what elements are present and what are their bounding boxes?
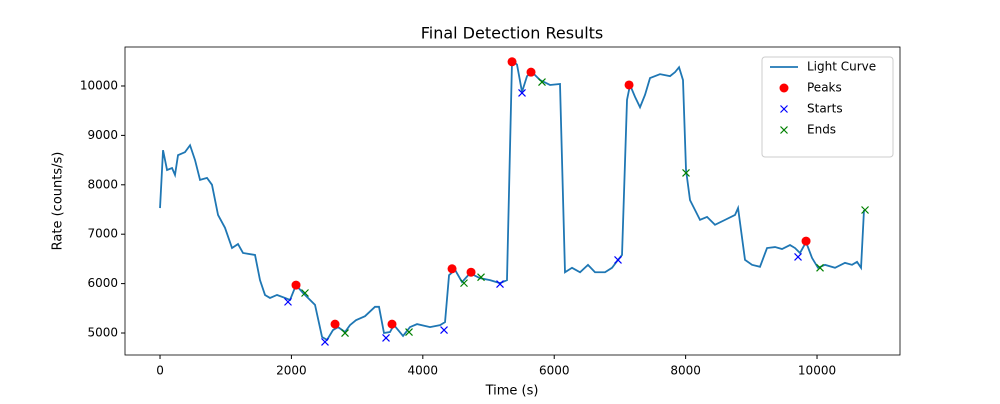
- point: [284, 297, 292, 306]
- point: [794, 253, 802, 261]
- point: [405, 328, 413, 336]
- x-axis-label: Time (s): [485, 384, 539, 399]
- x-tick-label: 8000: [670, 364, 701, 378]
- y-tick-label: 7000: [87, 227, 118, 241]
- y-axis-label: Rate (counts/s): [51, 152, 66, 251]
- point: [330, 319, 340, 329]
- y-tick-label: 8000: [87, 177, 118, 191]
- line: [159, 57, 865, 342]
- point: [614, 255, 622, 264]
- x-tick-label: 6000: [539, 364, 570, 378]
- x-tick-label: 4000: [408, 364, 439, 378]
- point: [341, 329, 349, 337]
- legend-label: Starts: [807, 102, 843, 116]
- legend-box: [761, 56, 894, 158]
- x-tick-label: 10000: [798, 364, 836, 378]
- point: [816, 263, 824, 272]
- point: [382, 334, 390, 342]
- legend-label: Ends: [807, 123, 836, 137]
- x-tick-label: 2000: [276, 364, 307, 378]
- y-tick-label: 10000: [80, 78, 118, 92]
- point: [624, 80, 634, 90]
- point: [496, 280, 504, 289]
- point: [301, 289, 309, 297]
- legend-swatch: [780, 105, 788, 113]
- point: [507, 57, 517, 67]
- plot-frame: [124, 46, 901, 356]
- chart-title: Final Detection Results: [421, 24, 604, 43]
- point: [447, 264, 457, 274]
- point: [518, 88, 526, 97]
- point: [291, 280, 301, 290]
- point: [387, 319, 397, 329]
- point: [460, 279, 468, 288]
- point: [526, 67, 536, 77]
- point: [861, 206, 869, 214]
- point: [682, 169, 690, 177]
- point: [440, 326, 448, 334]
- x-tick-label: 0: [156, 364, 164, 378]
- legend-label: Light Curve: [807, 60, 876, 74]
- point: [538, 78, 546, 86]
- point: [466, 267, 476, 277]
- point: [321, 337, 329, 346]
- legend-swatch: [780, 126, 788, 134]
- y-tick-label: 5000: [87, 326, 118, 340]
- y-tick-label: 9000: [87, 128, 118, 142]
- point: [801, 236, 811, 246]
- legend-swatch: [779, 83, 789, 93]
- point: [477, 273, 485, 282]
- legend-label: Peaks: [807, 81, 842, 95]
- y-tick-label: 6000: [87, 276, 118, 290]
